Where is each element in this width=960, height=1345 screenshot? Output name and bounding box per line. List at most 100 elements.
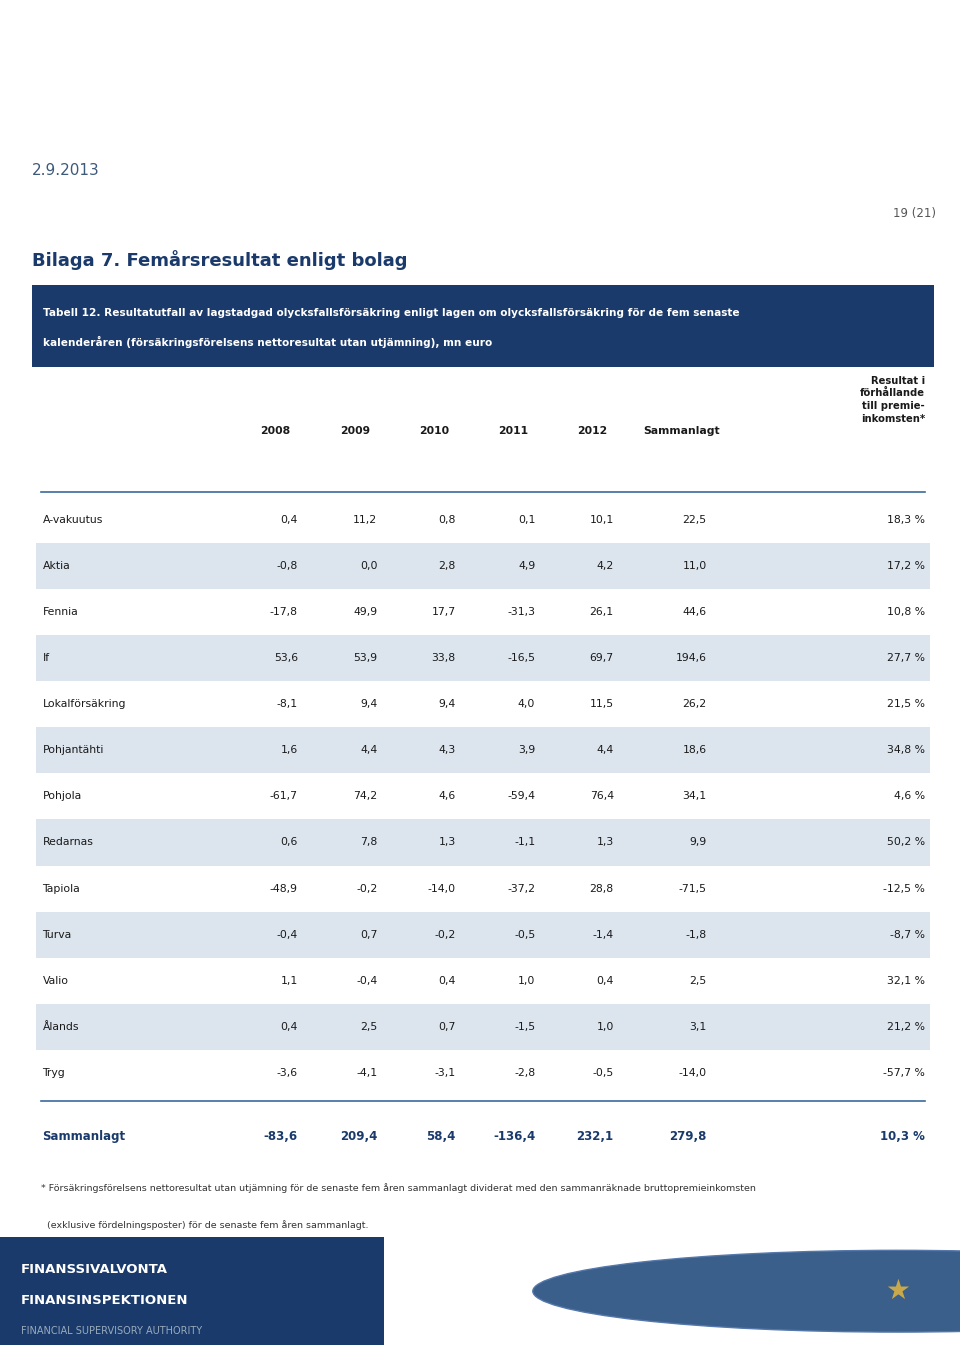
- Text: 53,9: 53,9: [353, 654, 377, 663]
- Text: 3,9: 3,9: [518, 745, 536, 756]
- Text: -14,0: -14,0: [428, 884, 456, 893]
- Text: 0,6: 0,6: [280, 838, 298, 847]
- Text: Turva: Turva: [42, 929, 72, 940]
- Text: 44,6: 44,6: [683, 607, 707, 617]
- Text: 2008: 2008: [260, 426, 290, 437]
- Text: -0,5: -0,5: [514, 929, 536, 940]
- Text: 1,0: 1,0: [517, 976, 536, 986]
- Text: 0,0: 0,0: [360, 561, 377, 570]
- Text: Ålands: Ålands: [42, 1022, 79, 1032]
- Text: olycksfallsförsäkring 2003–2012, analys: olycksfallsförsäkring 2003–2012, analys: [32, 97, 688, 125]
- Text: 17,7: 17,7: [432, 607, 456, 617]
- Text: 28,8: 28,8: [589, 884, 613, 893]
- Text: 2,5: 2,5: [689, 976, 707, 986]
- Text: 49,9: 49,9: [353, 607, 377, 617]
- Bar: [0, 1237, 384, 1345]
- Text: 4,6 %: 4,6 %: [894, 791, 925, 802]
- Text: 0,7: 0,7: [360, 929, 377, 940]
- Text: 19 (21): 19 (21): [893, 207, 936, 219]
- Text: 2,8: 2,8: [439, 561, 456, 570]
- Text: Pohjola: Pohjola: [42, 791, 82, 802]
- Text: 9,9: 9,9: [689, 838, 707, 847]
- Text: Sammanlagt: Sammanlagt: [42, 1130, 126, 1143]
- Text: Resultat i
förhållande
till premie-
inkomsten*: Resultat i förhållande till premie- inko…: [860, 375, 925, 424]
- Text: FINANCIAL SUPERVISORY AUTHORITY: FINANCIAL SUPERVISORY AUTHORITY: [21, 1326, 203, 1336]
- Text: -8,1: -8,1: [276, 699, 298, 709]
- Text: 209,4: 209,4: [340, 1130, 377, 1143]
- Text: 2,5: 2,5: [360, 1022, 377, 1032]
- Text: 0,1: 0,1: [517, 515, 536, 525]
- Text: 9,4: 9,4: [360, 699, 377, 709]
- Text: 4,6: 4,6: [439, 791, 456, 802]
- Text: 4,9: 4,9: [518, 561, 536, 570]
- Text: 58,4: 58,4: [426, 1130, 456, 1143]
- Text: Tapiola: Tapiola: [42, 884, 81, 893]
- Text: -57,7 %: -57,7 %: [883, 1068, 925, 1077]
- Text: ★: ★: [885, 1278, 910, 1305]
- Text: 1,3: 1,3: [596, 838, 613, 847]
- Text: 2.9.2013: 2.9.2013: [32, 163, 100, 178]
- Text: 11,2: 11,2: [353, 515, 377, 525]
- Text: * Försäkringsförelsens nettoresultat utan utjämning för de senaste fem åren samm: * Försäkringsförelsens nettoresultat uta…: [40, 1182, 756, 1193]
- Text: -3,6: -3,6: [276, 1068, 298, 1077]
- Text: -0,2: -0,2: [435, 929, 456, 940]
- Text: -136,4: -136,4: [493, 1130, 536, 1143]
- Text: Redarnas: Redarnas: [42, 838, 93, 847]
- Text: 1,6: 1,6: [280, 745, 298, 756]
- Text: 34,1: 34,1: [683, 791, 707, 802]
- Text: -1,4: -1,4: [592, 929, 613, 940]
- Text: Fennia: Fennia: [42, 607, 79, 617]
- Text: -17,8: -17,8: [270, 607, 298, 617]
- Bar: [36, 635, 929, 681]
- Text: 4,0: 4,0: [517, 699, 536, 709]
- Text: -31,3: -31,3: [507, 607, 536, 617]
- Text: 0,7: 0,7: [439, 1022, 456, 1032]
- Text: -14,0: -14,0: [679, 1068, 707, 1077]
- Text: Bilaga 7. Femårsresultat enligt bolag: Bilaga 7. Femårsresultat enligt bolag: [32, 250, 407, 269]
- Text: 232,1: 232,1: [577, 1130, 613, 1143]
- Text: If: If: [42, 654, 50, 663]
- Text: -3,1: -3,1: [435, 1068, 456, 1077]
- Text: 1,3: 1,3: [439, 838, 456, 847]
- Text: 7,8: 7,8: [360, 838, 377, 847]
- Text: 18,3 %: 18,3 %: [887, 515, 925, 525]
- Text: 33,8: 33,8: [432, 654, 456, 663]
- Bar: [36, 819, 929, 866]
- Text: -1,1: -1,1: [515, 838, 536, 847]
- Text: Aktia: Aktia: [42, 561, 70, 570]
- Text: 10,8 %: 10,8 %: [887, 607, 925, 617]
- Text: 26,2: 26,2: [683, 699, 707, 709]
- Text: 22,5: 22,5: [683, 515, 707, 525]
- Text: 4,4: 4,4: [596, 745, 613, 756]
- Text: 10,3 %: 10,3 %: [880, 1130, 925, 1143]
- Text: 2012: 2012: [577, 426, 607, 437]
- Text: -8,7 %: -8,7 %: [890, 929, 925, 940]
- Text: Sammanlagt: Sammanlagt: [643, 426, 720, 437]
- Text: 76,4: 76,4: [589, 791, 613, 802]
- Text: 9,4: 9,4: [439, 699, 456, 709]
- Text: 50,2 %: 50,2 %: [887, 838, 925, 847]
- Text: -59,4: -59,4: [507, 791, 536, 802]
- Text: 0,8: 0,8: [439, 515, 456, 525]
- Text: 21,2 %: 21,2 %: [887, 1022, 925, 1032]
- Text: 3,1: 3,1: [689, 1022, 707, 1032]
- Text: -0,2: -0,2: [356, 884, 377, 893]
- Text: 0,4: 0,4: [280, 515, 298, 525]
- Text: 4,2: 4,2: [596, 561, 613, 570]
- Text: Valio: Valio: [42, 976, 68, 986]
- Text: 32,1 %: 32,1 %: [887, 976, 925, 986]
- Text: 74,2: 74,2: [353, 791, 377, 802]
- Circle shape: [533, 1251, 960, 1332]
- Text: 0,4: 0,4: [439, 976, 456, 986]
- Text: -1,8: -1,8: [685, 929, 707, 940]
- Text: -2,8: -2,8: [515, 1068, 536, 1077]
- Text: 279,8: 279,8: [669, 1130, 707, 1143]
- Text: A-vakuutus: A-vakuutus: [42, 515, 103, 525]
- Text: Pohjantähti: Pohjantähti: [42, 745, 104, 756]
- Text: FINANSSIVALVONTA: FINANSSIVALVONTA: [21, 1263, 168, 1276]
- Text: -48,9: -48,9: [270, 884, 298, 893]
- Text: -61,7: -61,7: [270, 791, 298, 802]
- Text: Undersökning av lönsamheten inom lagstadgad: Undersökning av lönsamheten inom lagstad…: [32, 39, 817, 67]
- Text: 53,6: 53,6: [274, 654, 298, 663]
- Text: 34,8 %: 34,8 %: [887, 745, 925, 756]
